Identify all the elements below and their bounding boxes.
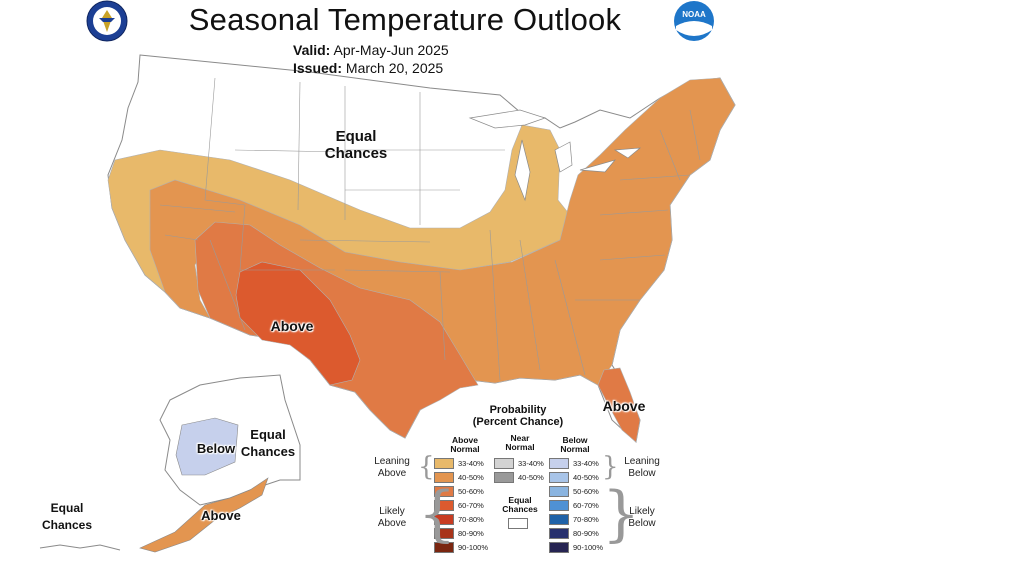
swatch-below-label-6: 90-100% [573, 543, 604, 552]
swatch-below-label-5: 80-90% [573, 529, 599, 538]
legend-likely-below-text: Likely Below [628, 506, 656, 529]
swatch-below-2 [549, 486, 569, 497]
brace-leaning-above: { [418, 452, 435, 482]
legend-head-near: Near Normal [498, 434, 542, 452]
label-equal-chances-aleutians: Equal Chances [36, 500, 98, 534]
label-above-florida: Above [602, 398, 646, 414]
label-below-alaska: Below [196, 441, 236, 456]
legend-likely-below: Likely Below [618, 506, 666, 530]
label-equal-chances-aleutians-text: Equal Chances [41, 501, 93, 532]
legend-leaning-below: Leaning Below [618, 456, 666, 480]
legend-title: Probability (Percent Chance) [468, 404, 568, 428]
label-equal-chances-alaska-text: Equal Chances [240, 427, 296, 459]
swatch-above-label-3: 60-70% [458, 501, 484, 510]
swatch-below-6 [549, 542, 569, 553]
swatch-near-label-0: 33-40% [518, 459, 544, 468]
great-lakes [468, 109, 642, 202]
legend-leaning-above-text: Leaning Above [374, 456, 410, 479]
region-florida-above [597, 367, 641, 443]
legend-head-below-text: Below Normal [560, 435, 590, 454]
dept-commerce-seal-icon [86, 0, 128, 42]
aleutian-chain [39, 544, 121, 551]
swatch-below-0 [549, 458, 569, 469]
swatch-below-3 [549, 500, 569, 511]
probability-legend: Probability (Percent Chance) Above Norma… [368, 404, 668, 574]
brace-likely-above: { [418, 479, 457, 549]
legend-head-above-text: Above Normal [450, 435, 480, 454]
swatch-below-4 [549, 514, 569, 525]
swatch-near-label-1: 40-50% [518, 473, 544, 482]
issued-value: March 20, 2025 [345, 60, 444, 76]
alaska-south-above [139, 477, 269, 553]
swatch-above-5 [434, 528, 454, 539]
state-lines [159, 77, 701, 381]
region-above-60-70 [235, 261, 361, 386]
issued-line: Issued: March 20, 2025 [293, 60, 443, 76]
legend-equal-chances: Equal Chances [498, 496, 542, 514]
label-equal-chances-conus-text: Equal Chances [324, 128, 388, 162]
swatch-near-0 [494, 458, 514, 469]
swatch-above-2 [434, 486, 454, 497]
swatch-below-1 [549, 472, 569, 483]
legend-likely-above: Likely Above [368, 506, 416, 530]
legend-leaning-above: Leaning Above [368, 456, 416, 480]
swatch-above-1 [434, 472, 454, 483]
page-title: Seasonal Temperature Outlook [188, 2, 622, 37]
label-above-southwest: Above [270, 318, 314, 334]
noaa-text: NOAA [682, 10, 706, 19]
brace-leaning-below: } [602, 452, 619, 482]
swatch-above-label-6: 90-100% [458, 543, 489, 552]
swatch-below-label-1: 40-50% [573, 473, 599, 482]
valid-line: Valid: Apr-May-Jun 2025 [293, 42, 449, 58]
swatch-below-label-0: 33-40% [573, 459, 599, 468]
legend-head-near-text: Near Normal [505, 433, 535, 452]
legend-leaning-below-text: Leaning Below [624, 456, 660, 479]
swatch-above-4 [434, 514, 454, 525]
label-above-alaska-south: Above [201, 508, 241, 523]
swatch-above-0 [434, 458, 454, 469]
legend-head-below: Below Normal [553, 436, 597, 454]
alaska-below-region [175, 417, 239, 476]
legend-equal-chances-text: Equal Chances [502, 495, 538, 514]
swatch-below-label-2: 50-60% [573, 487, 599, 496]
swatch-below-label-3: 60-70% [573, 501, 599, 510]
valid-value: Apr-May-Jun 2025 [333, 42, 449, 58]
label-equal-chances-conus: Equal Chances [316, 128, 396, 162]
swatch-below-5 [549, 528, 569, 539]
swatch-above-label-5: 80-90% [458, 529, 484, 538]
swatch-above-label-1: 40-50% [458, 473, 484, 482]
swatch-equal-chances [508, 518, 528, 529]
legend-likely-above-text: Likely Above [377, 506, 407, 529]
issued-label: Issued: [293, 60, 343, 76]
swatch-above-3 [434, 500, 454, 511]
label-equal-chances-alaska: Equal Chances [236, 426, 300, 460]
swatch-above-label-2: 50-60% [458, 487, 484, 496]
swatch-near-1 [494, 472, 514, 483]
swatch-above-label-4: 70-80% [458, 515, 484, 524]
swatch-below-label-4: 70-80% [573, 515, 599, 524]
swatch-above-label-0: 33-40% [458, 459, 484, 468]
brace-likely-below: } [602, 479, 641, 549]
noaa-logo-icon: NOAA [674, 1, 714, 41]
legend-title-text: Probability (Percent Chance) [472, 404, 564, 428]
valid-label: Valid: [293, 42, 331, 58]
swatch-above-6 [434, 542, 454, 553]
legend-head-above: Above Normal [443, 436, 487, 454]
